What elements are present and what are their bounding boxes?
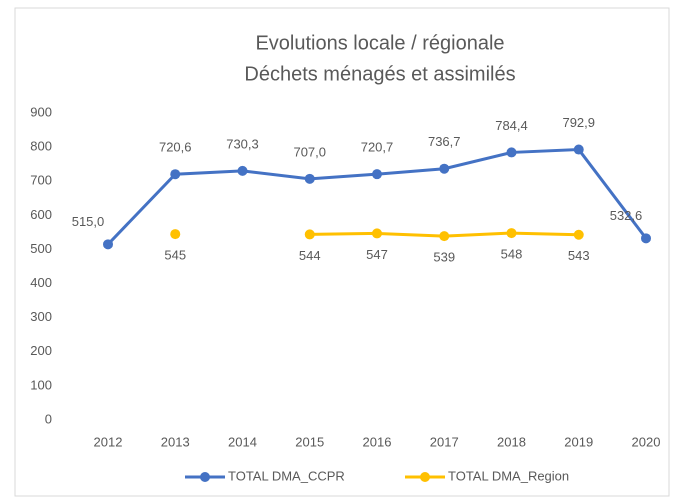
data-point	[641, 233, 651, 244]
y-tick-label: 600	[30, 207, 52, 222]
chart-title: Evolutions locale / régionale	[255, 32, 504, 54]
y-tick-label: 100	[30, 377, 52, 392]
data-label: 720,6	[159, 140, 192, 155]
x-tick-label: 2015	[295, 434, 324, 449]
x-tick-label: 2016	[363, 434, 392, 449]
x-tick-label: 2018	[497, 434, 526, 449]
data-label: 784,4	[495, 118, 528, 133]
data-point	[103, 239, 113, 250]
y-tick-label: 300	[30, 309, 52, 324]
data-label: 736,7	[428, 134, 461, 149]
data-label: 532,6	[610, 208, 643, 223]
x-tick-label: 2012	[94, 434, 123, 449]
data-point	[237, 165, 248, 176]
legend-label: TOTAL DMA_Region	[448, 468, 569, 483]
data-point	[439, 231, 450, 242]
data-label: 515,0	[72, 214, 105, 229]
legend-label: TOTAL DMA_CCPR	[228, 468, 345, 483]
data-point	[170, 229, 181, 240]
legend-marker	[420, 472, 430, 482]
x-tick-label: 2013	[161, 434, 190, 449]
y-tick-label: 800	[30, 139, 52, 154]
data-point	[506, 147, 517, 158]
x-tick-label: 2017	[430, 434, 459, 449]
y-tick-label: 0	[45, 411, 52, 426]
chart-subtitle: Déchets ménagés et assimilés	[244, 63, 515, 85]
data-label: 539	[433, 250, 455, 265]
data-label: 545	[164, 248, 186, 263]
data-point	[573, 144, 584, 155]
x-tick-label: 2019	[564, 434, 593, 449]
data-label: 543	[568, 248, 590, 263]
chart-frame	[14, 7, 670, 497]
data-point	[372, 228, 382, 239]
data-point	[304, 173, 315, 184]
data-label: 720,7	[361, 140, 394, 155]
data-label: 547	[366, 247, 388, 262]
data-point	[439, 163, 450, 174]
data-label: 792,9	[562, 115, 595, 130]
y-tick-label: 900	[30, 104, 52, 119]
data-point	[506, 228, 517, 239]
y-tick-label: 500	[30, 241, 52, 256]
legend-marker	[200, 472, 210, 482]
data-point	[304, 229, 315, 240]
x-tick-label: 2014	[228, 434, 257, 449]
x-tick-label: 2020	[632, 434, 661, 449]
y-tick-label: 400	[30, 275, 52, 290]
data-point	[573, 229, 584, 240]
data-point	[372, 169, 382, 180]
data-label: 544	[299, 248, 321, 263]
data-label: 548	[501, 247, 523, 262]
y-tick-label: 700	[30, 173, 52, 188]
data-label: 707,0	[293, 144, 326, 159]
data-point	[170, 169, 181, 180]
y-tick-label: 200	[30, 343, 52, 358]
data-label: 730,3	[226, 136, 259, 151]
